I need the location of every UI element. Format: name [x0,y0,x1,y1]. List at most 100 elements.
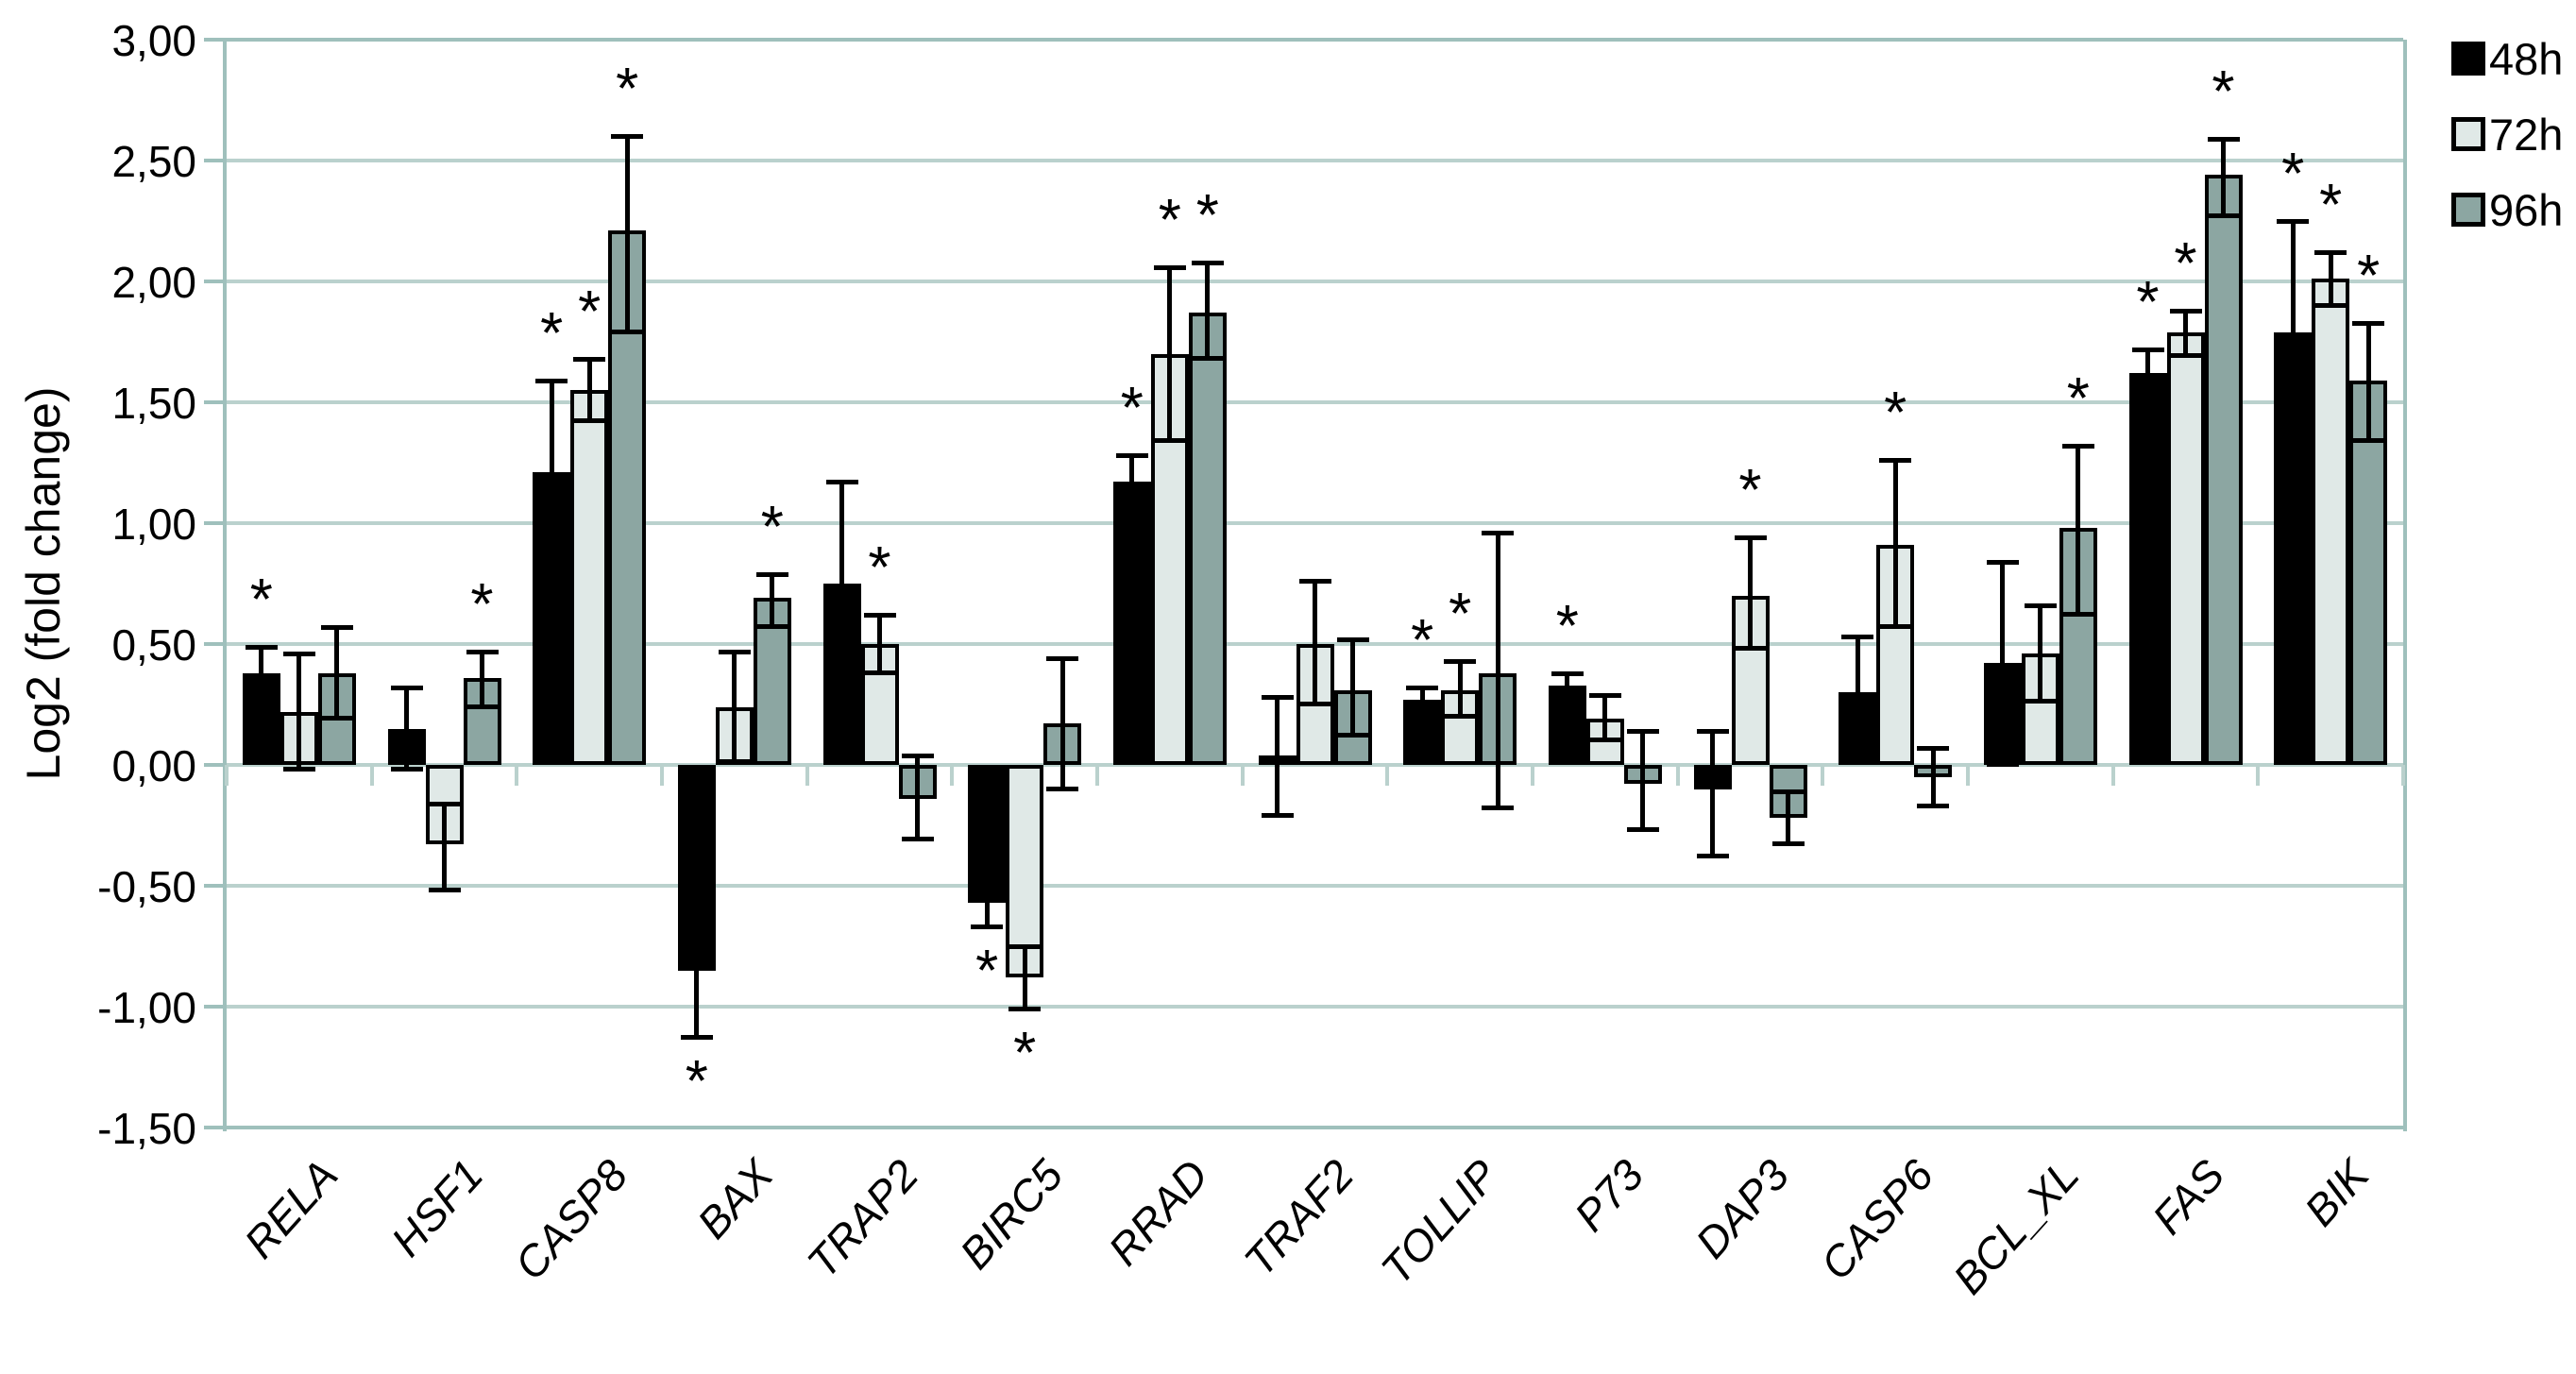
x-axis-tick [1531,765,1534,786]
error-cap-top [1879,458,1912,464]
error-cap-bottom [1008,1006,1042,1011]
error-cap-bottom [863,670,896,675]
error-cap-bottom [1444,713,1477,719]
error-cap-top [1917,746,1950,752]
y-tick-label: -0,50 [97,862,196,911]
y-tick-label: -1,50 [97,1104,196,1153]
x-axis-tick [950,765,955,786]
significance-marker-FAS-96h: * [2212,59,2235,125]
y-axis-tick [204,884,227,888]
error-bar-CASP8-72h [586,358,592,422]
error-bar-TRAF2-96h [1350,638,1355,737]
error-bar-BAX-48h [694,902,700,1039]
y-axis-tick [204,763,227,767]
legend-label: 72h [2489,109,2564,160]
error-cap-top [320,625,353,631]
significance-marker-BCL_XL-96h: * [2066,366,2090,433]
error-cap-top [901,753,934,758]
error-cap-bottom [245,696,278,702]
error-cap-bottom [2352,437,2385,443]
error-cap-bottom [390,767,423,772]
x-axis-tick [805,765,809,786]
error-cap-bottom [2169,353,2202,359]
significance-marker-FAS-72h: * [2174,230,2197,297]
error-cap-bottom [1336,733,1369,738]
error-cap-top [755,571,788,577]
error-cap-top [1115,453,1148,459]
bar-FAS-72h [2166,331,2205,765]
error-cap-bottom [1551,694,1584,700]
error-cap-bottom [1115,505,1148,511]
gridline [227,521,2403,525]
y-axis-tick [204,521,227,525]
error-cap-top [2352,320,2385,326]
error-cap-top [1008,944,1042,949]
error-cap-top [1191,260,1224,265]
error-bar-RELA-48h [259,646,264,700]
error-cap-top [1298,579,1331,585]
significance-marker-RRAD-48h: * [1120,376,1144,442]
legend-item-96h: 96h [2451,188,2563,232]
bar-FAS-48h [2128,373,2167,765]
significance-marker-CASP8-72h: * [578,279,602,345]
gridline [227,38,2403,42]
error-bar-DAP3-48h [1710,731,1715,857]
y-tick-label: 0,00 [111,741,196,790]
y-axis-tick [204,400,227,404]
legend: 48h 72h 96h [2451,37,2564,264]
error-cap-top [1626,729,1659,735]
legend-item-48h: 48h [2451,37,2563,81]
error-bar-TRAP2-72h [877,615,882,673]
error-cap-top [2061,444,2094,450]
error-bar-BIRC5-72h [1022,946,1027,1009]
error-cap-bottom [1879,624,1912,630]
error-cap-top [282,652,315,657]
error-cap-top [1406,686,1439,691]
error-cap-top [573,356,606,362]
error-cap-bottom [535,561,568,567]
significance-marker-BIK-48h: * [2281,142,2305,207]
error-bar-HSF1-72h [442,803,447,891]
y-tick-label: 1,50 [111,379,196,428]
y-axis-line [223,40,227,1131]
error-cap-bottom [2131,394,2164,399]
significance-marker-TOLLIP-48h: * [1411,608,1434,674]
y-axis-tick [204,642,227,646]
significance-marker-BIK-96h: * [2357,243,2381,309]
significance-marker-BIK-72h: * [2319,173,2343,239]
error-cap-bottom [971,924,1004,929]
x-axis-tick [2401,765,2405,786]
error-cap-top [1261,695,1294,701]
error-cap-bottom [1841,745,1874,751]
error-cap-bottom [428,888,461,893]
error-cap-bottom [1406,708,1439,714]
error-cap-bottom [1696,854,1729,859]
error-cap-top [1444,658,1477,664]
error-bar-FAS-96h [2221,138,2226,216]
error-cap-top [718,649,751,654]
legend-swatch-96h [2451,193,2485,227]
error-cap-bottom [755,624,788,630]
error-bar-CASP8-48h [549,380,554,565]
y-tick-label: 3,00 [111,16,196,65]
significance-marker-RRAD-96h: * [1195,182,1219,248]
error-cap-top [1734,535,1767,541]
error-bar-TRAF2-48h [1275,697,1280,816]
error-bar-FAS-72h [2183,310,2188,357]
error-cap-top [1986,559,2019,565]
error-cap-top [2277,219,2310,224]
error-bar-CASP6-72h [1892,460,1898,628]
legend-swatch-48h [2451,42,2485,76]
x-axis-tick [2256,765,2261,786]
bar-RRAD-48h [1112,482,1151,765]
error-cap-top [1336,636,1369,642]
error-cap-bottom [1588,738,1621,743]
error-bar-BCL_XL-72h [2038,605,2043,703]
error-bar-TRAP2-96h [915,755,920,840]
error-cap-top [971,876,1004,882]
error-cap-bottom [466,704,499,709]
x-axis-tick [660,765,664,786]
x-axis-tick [2110,765,2115,786]
bar-CASP8-48h [533,472,571,765]
significance-marker-P73-48h: * [1555,593,1579,659]
